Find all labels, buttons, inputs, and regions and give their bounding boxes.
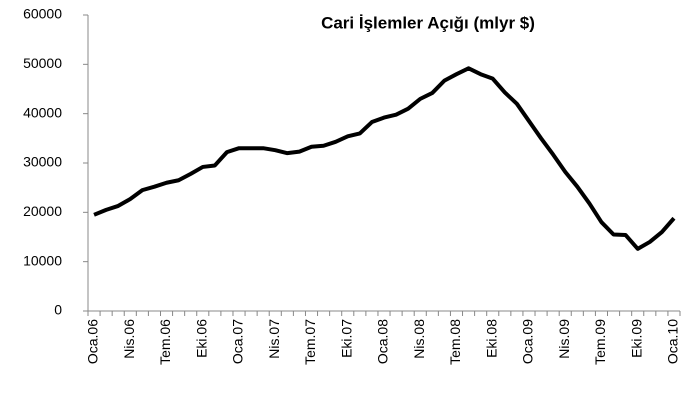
x-tick-label: Oca.09: [520, 319, 536, 364]
x-tick-label: Nis.06: [121, 319, 137, 359]
x-tick-label: Tem.09: [592, 319, 608, 365]
y-tick-label: 0: [54, 302, 62, 318]
x-tick-label: Tem.07: [302, 319, 318, 365]
x-tick-label: Nis.09: [556, 319, 572, 359]
y-tick-label: 10000: [23, 252, 62, 268]
x-tick-label: Eki.07: [338, 319, 354, 358]
chart-title: Cari İşlemler Açığı (mlyr $): [321, 13, 535, 32]
x-tick-label: Nis.07: [266, 319, 282, 359]
x-tick-label: Oca.07: [230, 319, 246, 364]
x-tick-label: Oca.08: [375, 319, 391, 364]
x-tick-label: Oca.06: [85, 319, 101, 364]
x-tick-label: Eki.08: [483, 319, 499, 358]
x-tick-label: Oca.10: [665, 319, 681, 364]
x-tick-label: Eki.09: [628, 319, 644, 358]
y-tick-label: 50000: [23, 55, 62, 71]
y-tick-label: 40000: [23, 104, 62, 120]
x-tick-label: Tem.08: [447, 319, 463, 365]
y-tick-label: 20000: [23, 203, 62, 219]
y-tick-label: 30000: [23, 154, 62, 170]
x-tick-label: Nis.08: [411, 319, 427, 359]
x-tick-label: Tem.06: [157, 319, 173, 365]
y-tick-label: 60000: [23, 6, 62, 22]
x-tick-label: Eki.06: [193, 319, 209, 358]
line-series: [93, 66, 676, 251]
